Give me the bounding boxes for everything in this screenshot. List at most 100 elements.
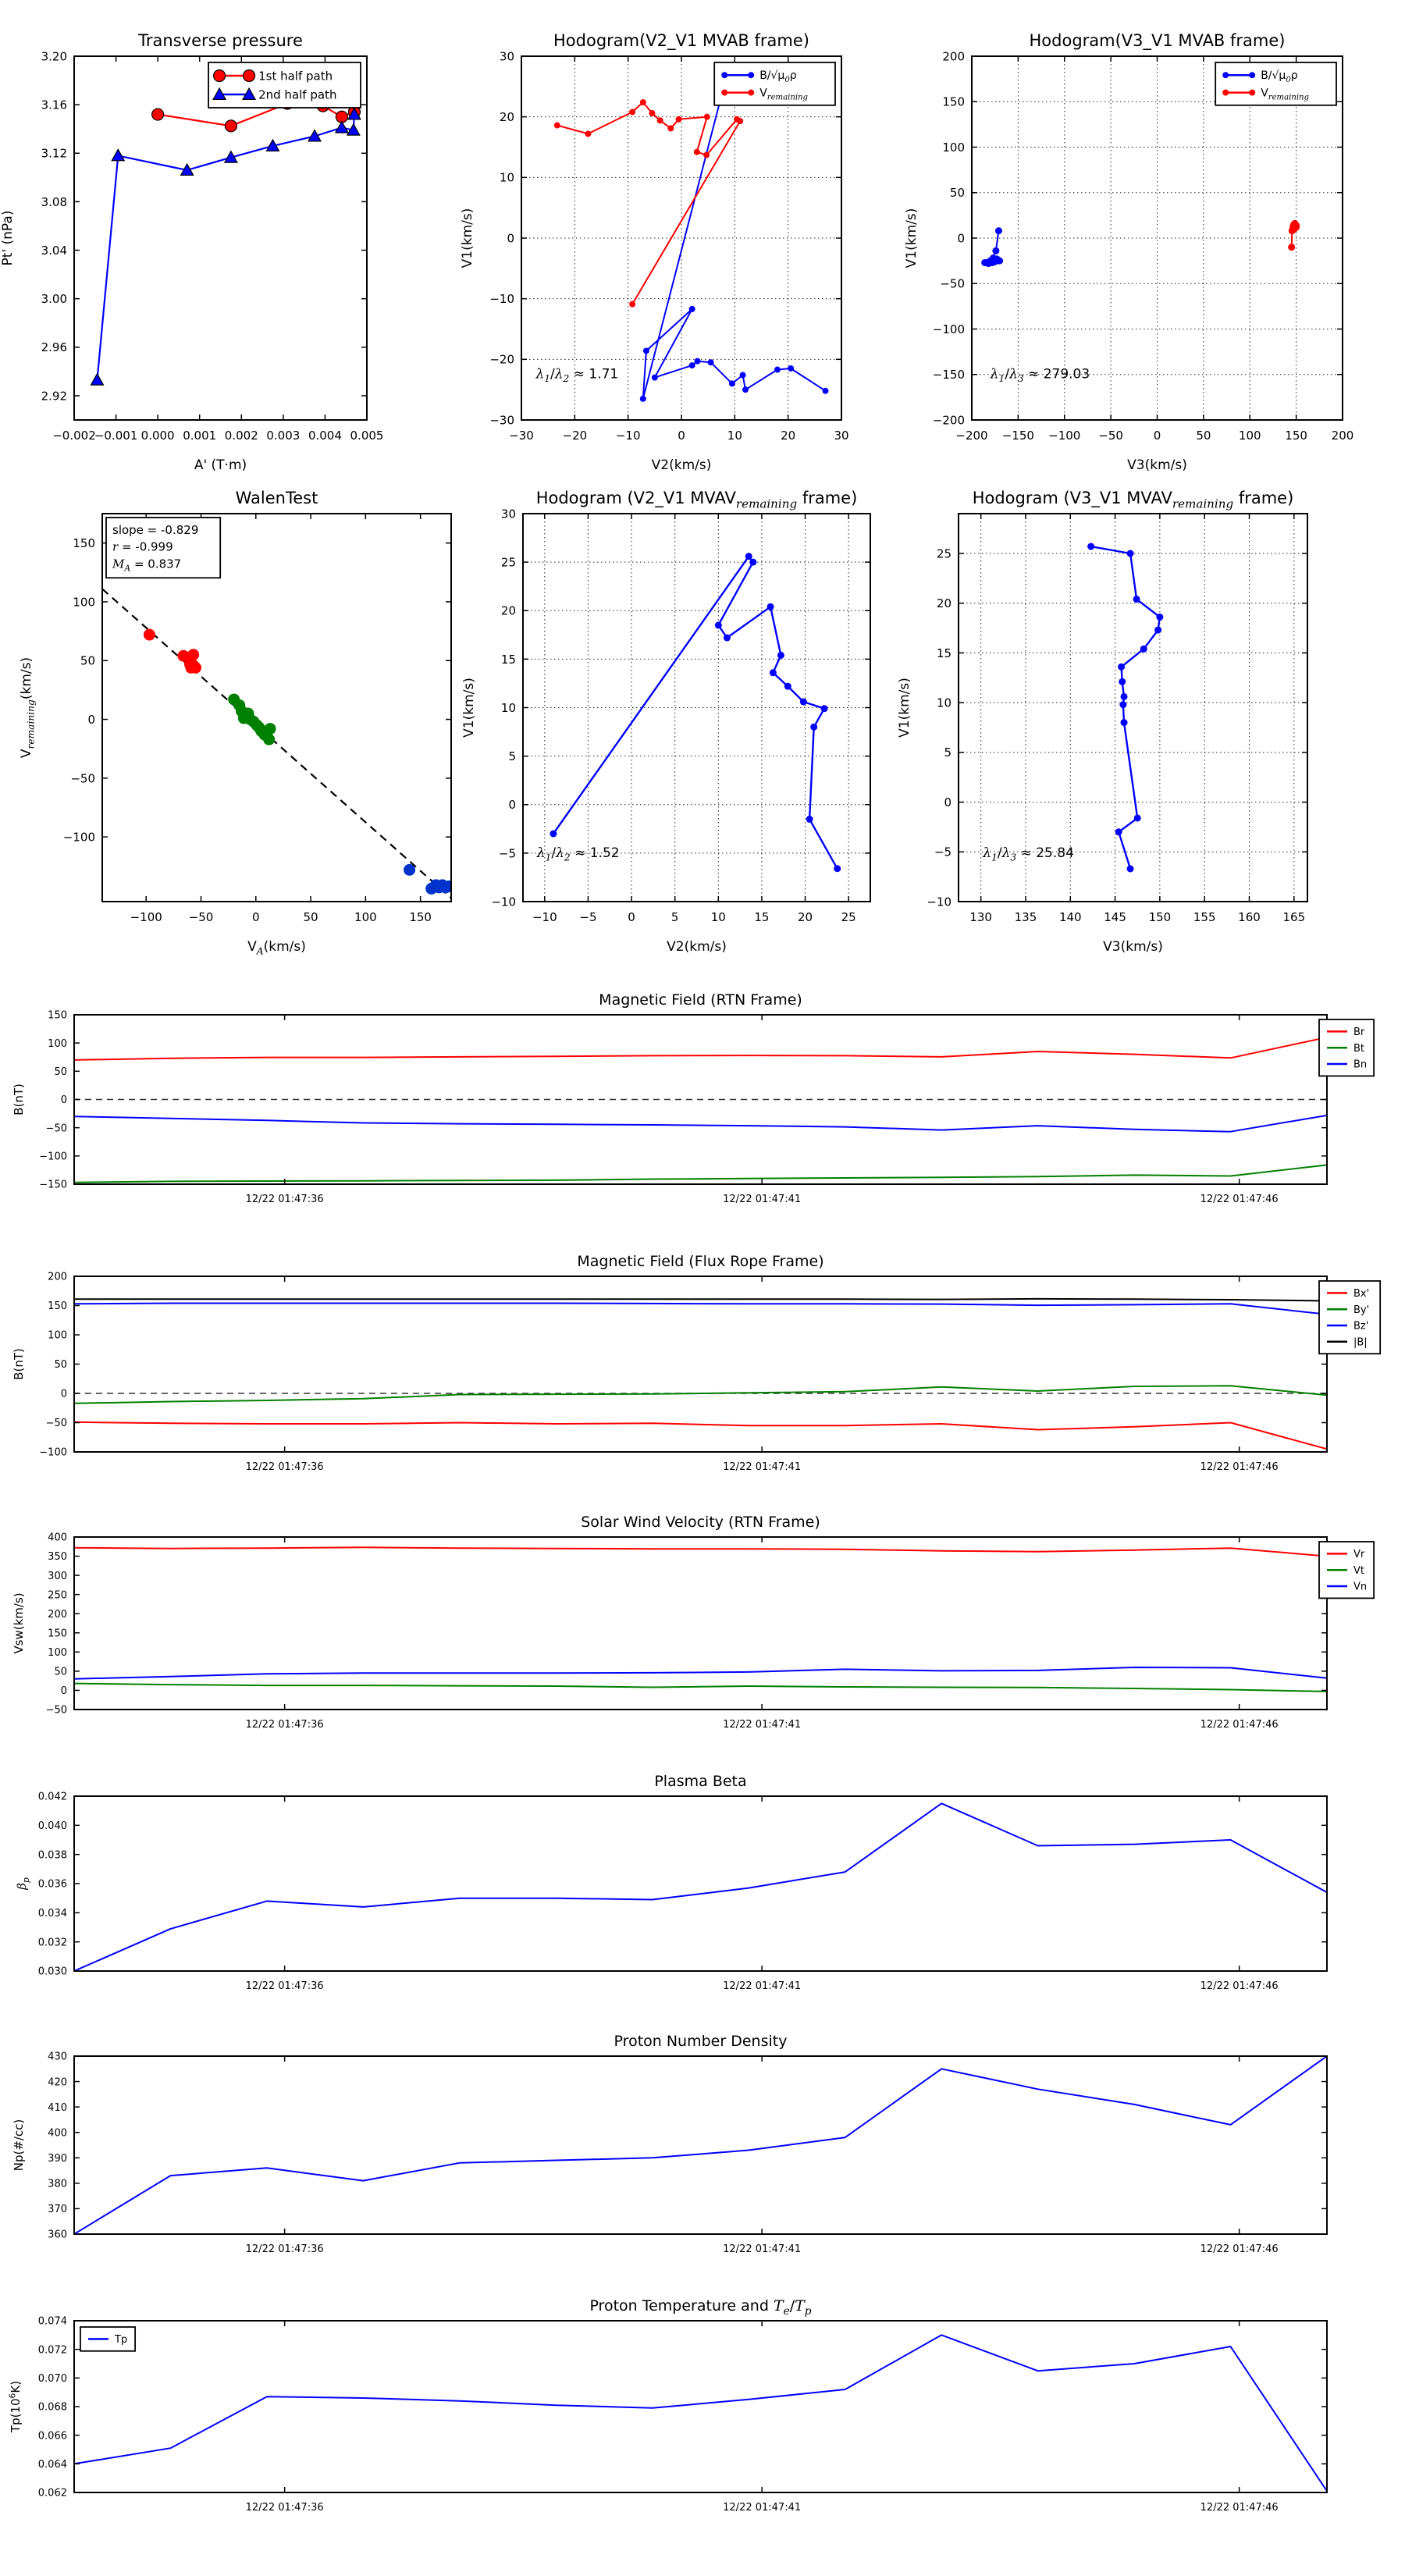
y-tick-label: −200 bbox=[933, 413, 965, 427]
y-tick-label: 390 bbox=[48, 2153, 67, 2165]
y-tick-label: −50 bbox=[70, 771, 95, 785]
y-tick-label: 50 bbox=[80, 654, 95, 668]
y-tick-label: 150 bbox=[73, 536, 95, 550]
y-tick-label: 100 bbox=[942, 141, 965, 155]
y-tick-label: 3.08 bbox=[41, 195, 67, 209]
y-tick-label: 10 bbox=[937, 696, 951, 710]
y-tick-label: 0 bbox=[957, 231, 965, 245]
axes-frame bbox=[73, 1536, 1328, 1710]
y-tick-label: −5 bbox=[499, 846, 516, 860]
x-tick-label: −150 bbox=[1002, 429, 1034, 443]
series-|B| bbox=[74, 1297, 1327, 1302]
chart-ts-magnetic-rtn: 12/22 01:47:36 12/22 01:47:41 12/22 01:47:… bbox=[12, 991, 1375, 1205]
y-tick-label: −5 bbox=[934, 845, 951, 859]
series-Bz' bbox=[74, 1302, 1327, 1315]
x-tick-label: 165 bbox=[1282, 910, 1305, 924]
chart-title: Proton Number Density bbox=[614, 2033, 788, 2050]
y-axis-label: V1(km/s) bbox=[460, 208, 475, 269]
y-axis-label: Np(#/cc) bbox=[12, 2119, 26, 2172]
x-tick-label: 12/22 01:47:41 bbox=[723, 1980, 801, 1992]
y-tick-label: 0 bbox=[61, 1094, 67, 1106]
y-tick-label: 400 bbox=[48, 2127, 67, 2139]
y-tick-label: 0.072 bbox=[38, 2344, 67, 2356]
series-Np bbox=[74, 2056, 1327, 2234]
legend-label: Vt bbox=[1353, 1565, 1364, 1577]
y-tick-label: 30 bbox=[500, 49, 514, 63]
chart-title: Hodogram (V3_V1 MVAVremaining frame) bbox=[973, 489, 1294, 511]
x-tick-label: 30 bbox=[834, 429, 848, 443]
chart-title: Solar Wind Velocity (RTN Frame) bbox=[581, 1514, 820, 1531]
legend-label: Vremaining bbox=[759, 87, 808, 102]
series-B/√μ0ρ bbox=[642, 89, 827, 400]
y-tick-label: 0 bbox=[61, 1389, 67, 1400]
x-tick-label: −10 bbox=[616, 429, 641, 443]
x-tick-label: −100 bbox=[1048, 429, 1080, 443]
annotation: λ1/λ2 ≈ 1.71 bbox=[535, 366, 618, 384]
y-tick-label: −100 bbox=[39, 1447, 67, 1459]
y-tick-label: −20 bbox=[489, 353, 514, 367]
y-tick-label: 0 bbox=[61, 1685, 67, 1697]
x-tick-label: 0 bbox=[1154, 429, 1161, 443]
chart-ts-magnetic-fluxrope: 12/22 01:47:36 12/22 01:47:41 12/22 01:47:… bbox=[12, 1253, 1382, 1473]
chart-hodogram-v2v1-mvav: −10 −5 0 5 10 15 20 25 −10 −5 0 5 10 15 20 25 30 Hodogram… bbox=[461, 489, 871, 955]
x-tick-label: 12/22 01:47:46 bbox=[1200, 1194, 1279, 1205]
x-tick-label: 12/22 01:47:41 bbox=[723, 1194, 801, 1205]
y-tick-label: −50 bbox=[46, 1123, 67, 1134]
y-tick-label: 0.074 bbox=[38, 2316, 67, 2328]
y-tick-label: 0.030 bbox=[38, 1966, 67, 1978]
x-tick-label: 12/22 01:47:36 bbox=[246, 1194, 324, 1205]
series-beta-p bbox=[74, 1802, 1327, 1971]
x-tick-label: 12/22 01:47:46 bbox=[1200, 1719, 1279, 1731]
y-tick-label: 100 bbox=[48, 1330, 67, 1342]
legend-label: By' bbox=[1353, 1304, 1369, 1316]
legend: Tp bbox=[80, 2326, 137, 2352]
chart-title: Plasma Beta bbox=[654, 1773, 746, 1790]
chart-title: Hodogram(V2_V1 MVAB frame) bbox=[553, 31, 809, 51]
y-tick-label: 20 bbox=[501, 604, 516, 618]
legend-label: Vr bbox=[1353, 1549, 1365, 1560]
legend: 1st half path 2nd half path bbox=[208, 62, 361, 109]
y-tick-label: −150 bbox=[933, 368, 965, 382]
annotation: λ1/λ3 ≈ 279.03 bbox=[990, 366, 1090, 384]
y-tick-label: 25 bbox=[501, 556, 516, 570]
x-tick-label: −5 bbox=[579, 910, 596, 924]
y-tick-label: 250 bbox=[48, 1589, 67, 1601]
y-tick-label: 200 bbox=[48, 1272, 67, 1283]
y-tick-label: 3.20 bbox=[41, 49, 67, 63]
y-tick-label: 0.066 bbox=[38, 2430, 67, 2442]
y-tick-label: 100 bbox=[73, 595, 95, 609]
y-tick-label: 3.16 bbox=[41, 98, 67, 112]
stats-box bbox=[105, 517, 222, 579]
axes-frame bbox=[522, 513, 871, 902]
x-tick-label: 0.000 bbox=[141, 429, 175, 443]
y-tick-label: 0.062 bbox=[38, 2488, 67, 2500]
stats-line: slope = -0.829 bbox=[112, 523, 198, 537]
x-tick-label: 100 bbox=[1239, 429, 1261, 443]
x-tick-label: 12/22 01:47:41 bbox=[723, 2243, 801, 2255]
legend-label: 1st half path bbox=[258, 69, 333, 83]
series-V-path bbox=[1090, 545, 1161, 870]
stats-line: r = -0.999 bbox=[112, 540, 173, 554]
y-tick-label: −10 bbox=[927, 895, 951, 909]
y-tick-label: 3.00 bbox=[41, 292, 67, 306]
chart-hodogram-v2v1-mvab: −30 −20 −10 0 10 20 30 −30 −20 −10 0 10 20 30 Hodogram… bbox=[460, 31, 849, 473]
x-tick-label: 12/22 01:47:36 bbox=[246, 1980, 324, 1992]
y-tick-label: 3.12 bbox=[41, 147, 67, 161]
y-tick-label: 10 bbox=[500, 171, 514, 185]
legend-label: Bt bbox=[1353, 1043, 1364, 1055]
chart-walen-test: −100 −50 0 50 100 150 −100 −50 0 50 100 150 WalenTes… bbox=[19, 489, 452, 957]
chart-title: Magnetic Field (Flux Rope Frame) bbox=[577, 1253, 823, 1270]
x-tick-label: 50 bbox=[304, 910, 318, 924]
y-tick-label: 300 bbox=[48, 1571, 67, 1582]
y-tick-label: −150 bbox=[39, 1179, 67, 1191]
legend-label: |B| bbox=[1353, 1336, 1368, 1348]
x-tick-label: 0.004 bbox=[308, 429, 342, 443]
y-tick-label: 2.96 bbox=[41, 340, 67, 354]
y-tick-label: 0.068 bbox=[38, 2402, 67, 2414]
x-tick-label: 5 bbox=[671, 910, 679, 924]
y-tick-label: −100 bbox=[63, 831, 95, 845]
y-tick-label: 0.036 bbox=[38, 1879, 67, 1891]
x-tick-label: 12/22 01:47:41 bbox=[723, 1719, 801, 1731]
